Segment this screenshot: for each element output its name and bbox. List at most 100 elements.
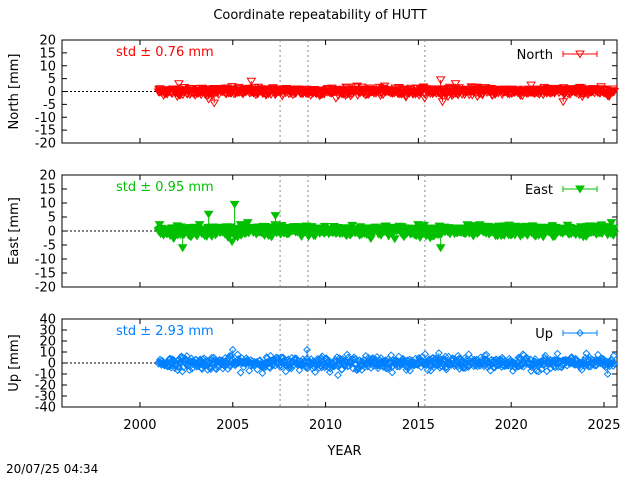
y-tick-label: -10: [35, 253, 56, 268]
data-point: [481, 351, 489, 360]
data-point: [194, 221, 205, 230]
x-tick-label: 2025: [587, 418, 620, 433]
x-tick-label: 2010: [309, 418, 342, 433]
data-point: [185, 366, 194, 375]
data-point: [233, 350, 242, 359]
y-tick-label: 20: [39, 335, 56, 350]
data-point: [220, 361, 229, 369]
data-point: [441, 352, 450, 361]
y-tick-label: 10: [39, 197, 56, 212]
data-point: [203, 365, 212, 374]
data-point: [303, 345, 311, 354]
chart-title: Coordinate repeatability of HUTT: [213, 8, 427, 23]
y-tick-label: -10: [35, 111, 56, 126]
data-point: [486, 366, 495, 375]
data-point: [599, 354, 607, 363]
std-annotation: std ± 2.93 mm: [116, 324, 214, 339]
data-point: [435, 76, 446, 85]
y-axis-label: East [mm]: [7, 197, 22, 265]
data-point: [437, 98, 448, 107]
data-point: [527, 367, 535, 375]
data-point: [177, 244, 188, 253]
y-tick-label: 0: [48, 225, 56, 240]
data-point: [242, 219, 253, 228]
data-point: [425, 355, 434, 363]
series-up: [154, 345, 619, 380]
data-point: [250, 91, 261, 100]
y-tick-label: -10: [35, 368, 56, 383]
data-point: [245, 366, 254, 375]
data-point: [201, 357, 210, 366]
legend-marker: [576, 329, 584, 337]
y-tick-label: 0: [48, 85, 56, 100]
data-point: [609, 230, 620, 239]
data-point: [450, 80, 461, 89]
data-point: [258, 369, 267, 378]
data-point: [406, 366, 414, 375]
data-point: [610, 359, 619, 368]
y-tick-label: -20: [35, 379, 56, 394]
x-tick-label: 2005: [216, 418, 249, 433]
series-north: [153, 76, 620, 108]
data-point: [209, 99, 220, 108]
data-point: [609, 362, 618, 370]
x-tick-label: 2015: [402, 418, 435, 433]
data-point: [181, 354, 190, 363]
data-point: [246, 77, 257, 86]
data-point: [609, 351, 618, 360]
y-tick-label: 40: [39, 313, 56, 328]
data-point: [196, 355, 205, 364]
data-point: [203, 95, 214, 104]
data-point: [541, 351, 550, 360]
data-point: [174, 80, 184, 89]
data-point: [508, 367, 517, 375]
y-tick-label: 20: [39, 34, 56, 49]
x-tick-label: 2000: [123, 418, 156, 433]
data-point: [350, 353, 359, 362]
timestamp: 20/07/25 04:34: [6, 462, 99, 476]
data-point: [365, 355, 374, 364]
data-point: [334, 371, 342, 380]
data-point: [423, 366, 432, 375]
data-point: [609, 87, 620, 96]
data-point: [281, 367, 290, 376]
data-point: [340, 92, 351, 101]
data-point: [311, 368, 320, 376]
y-tick-label: -5: [43, 239, 56, 254]
legend-label: East: [525, 183, 553, 198]
y-axis-label: North [mm]: [7, 54, 22, 130]
data-point: [435, 244, 446, 253]
y-tick-label: 15: [39, 46, 56, 61]
y-tick-label: 10: [39, 346, 56, 361]
y-tick-label: -15: [35, 124, 56, 139]
y-tick-label: 10: [39, 59, 56, 74]
data-point: [367, 364, 375, 372]
data-point: [513, 362, 522, 371]
data-point: [225, 352, 234, 360]
y-tick-label: -20: [35, 137, 56, 152]
data-point: [608, 358, 617, 367]
y-tick-label: 30: [39, 324, 56, 339]
data-point: [270, 212, 281, 221]
x-tick-label: 2020: [495, 418, 528, 433]
data-point: [154, 221, 165, 230]
y-tick-label: -40: [35, 401, 56, 416]
data-point: [558, 98, 569, 107]
data-point: [480, 362, 488, 371]
legend-label: Up: [535, 327, 553, 342]
legend-marker: [575, 50, 585, 59]
data-point: [421, 350, 430, 359]
data-point: [228, 345, 237, 354]
legend-marker: [575, 185, 585, 194]
y-tick-label: 5: [48, 211, 56, 226]
data-point: [183, 352, 191, 360]
data-point: [606, 219, 617, 228]
data-point: [419, 94, 430, 103]
y-tick-label: -15: [35, 267, 56, 282]
y-tick-label: 20: [39, 169, 56, 184]
data-point: [236, 368, 245, 377]
data-point: [603, 370, 612, 378]
